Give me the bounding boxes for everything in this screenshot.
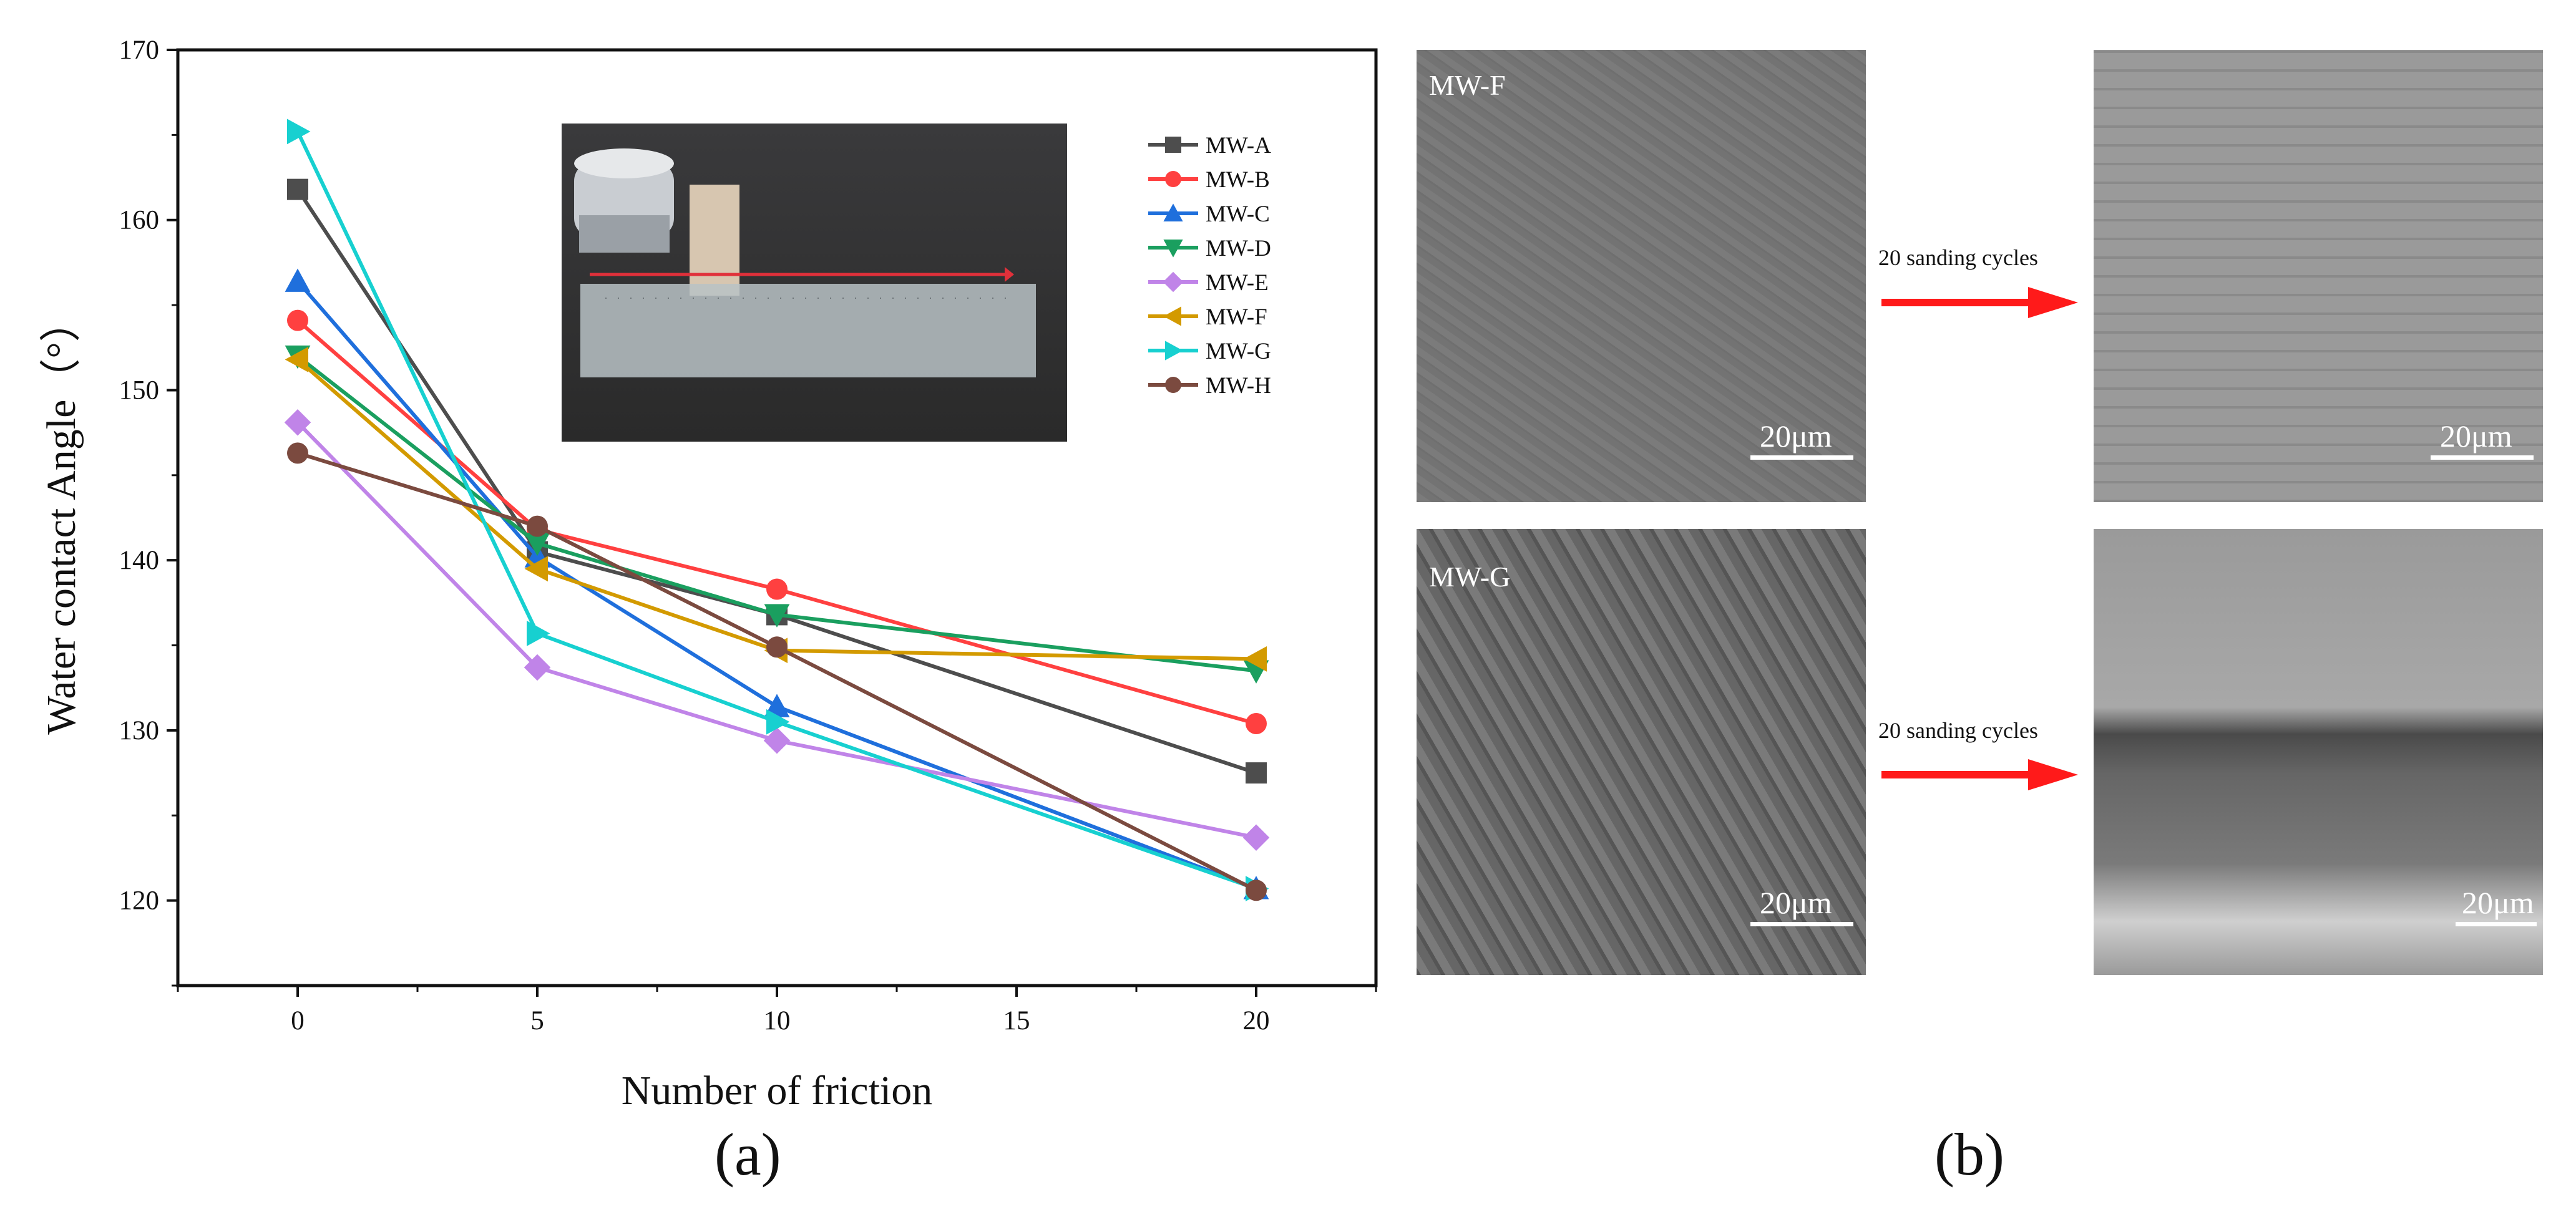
legend-item: MW-B [1148,167,1270,193]
legend-label: MW-A [1206,133,1271,158]
data-point [1165,341,1183,361]
data-point [766,636,788,658]
series-line [296,188,1257,775]
data-point [764,604,790,628]
legend-item: MW-F [1148,304,1267,330]
series-line [296,279,1257,891]
legend-item: MW-H [1148,373,1271,399]
data-point [1165,171,1181,187]
legend: MW-A MW-B MW-C MW-D MW-E MW-F MW-G MW-H [1148,133,1271,399]
scale-text: 20μm [2440,419,2512,453]
data-point [1165,137,1181,153]
sem-mwf-after: 20μm [2094,50,2543,502]
arrow-row2 [1881,759,2078,790]
series-line [296,421,1257,840]
data-point [524,654,551,681]
data-point [766,709,790,735]
scale-bar [2431,455,2534,460]
y-tick-label: 160 [119,206,160,235]
y-axis-title: Water contact Angle（°） [39,301,84,735]
data-point [1163,240,1183,258]
scale-bar [1750,455,1853,460]
data-point [1163,203,1183,221]
series-line [296,130,1257,891]
data-point [1246,713,1267,734]
y-tick-label: 150 [119,376,160,405]
data-point [284,409,311,436]
data-point [524,532,550,556]
data-point [1246,880,1267,901]
sem-mwf-before: MW-F 20μm [1417,50,1866,502]
y-tick-label: 130 [119,716,160,745]
legend-label: MW-H [1206,373,1271,399]
legend-label: MW-G [1206,339,1271,364]
arrow-row1 [1881,287,2078,318]
x-axis-title: Number of friction [622,1068,933,1113]
series-mw-e [284,409,1270,851]
data-point [1246,762,1267,784]
legend-label: MW-E [1206,270,1269,296]
x-tick-label: 0 [291,1006,305,1035]
data-point [1243,646,1267,672]
series-line [297,451,1257,892]
sem-mwg-after: 20μm [2094,529,2543,975]
series-line [296,358,1257,661]
data-point [527,515,548,537]
scale-bar [1750,922,1853,926]
x-tick-label: 15 [1003,1006,1030,1035]
arrow-text-row2: 20 sanding cycles [1878,718,2038,743]
legend-label: MW-D [1206,236,1271,261]
legend-item: MW-A [1148,133,1271,158]
sem-label-mwf: MW-F [1429,69,1506,101]
x-tick-label: 20 [1243,1006,1270,1035]
x-tick-label: 5 [530,1006,544,1035]
data-point [524,556,548,582]
data-point [287,119,311,145]
data-point [285,346,308,372]
data-point [287,442,308,464]
scale-text: 20μm [2462,885,2534,920]
scale-text: 20μm [1760,885,1832,920]
test-setup-photo [562,124,1067,442]
scale-text: 20μm [1760,419,1832,453]
data-point [527,621,550,646]
legend-label: MW-B [1206,167,1270,193]
data-point [766,578,788,600]
panel-b-caption: (b) [1934,1121,2004,1188]
data-point [763,727,791,754]
y-tick-label: 140 [119,546,160,575]
y-tick-label: 170 [119,36,160,65]
data-point [1242,824,1270,851]
y-tick-label: 120 [119,886,160,916]
legend-label: MW-C [1206,201,1270,227]
data-point [285,268,311,292]
data-point [287,309,308,331]
legend-item: MW-C [1148,201,1270,227]
legend-item: MW-G [1148,339,1271,364]
sem-label-mwg: MW-G [1429,561,1511,593]
series-line [296,354,1257,673]
x-tick-label: 10 [764,1006,791,1035]
arrow-text-row1: 20 sanding cycles [1878,245,2038,270]
data-point [1165,377,1181,393]
legend-label: MW-F [1206,304,1267,330]
scale-bar [2456,922,2537,926]
data-point [764,694,790,717]
data-point [1163,306,1181,326]
legend-item: MW-E [1148,270,1269,296]
data-point [287,178,308,200]
panel-a-caption: (a) [715,1121,781,1188]
legend-item: MW-D [1148,236,1271,261]
series-mw-h [287,442,1267,901]
data-point [1163,271,1184,293]
sem-mwg-before: MW-G 20μm [1417,529,1866,975]
